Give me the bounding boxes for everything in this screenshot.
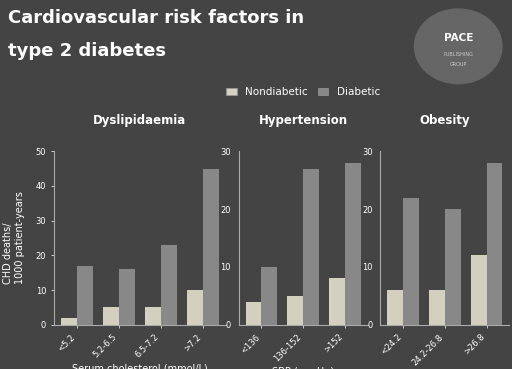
Bar: [262, 267, 278, 325]
Bar: [77, 266, 93, 325]
Bar: [471, 255, 486, 325]
Text: GROUP: GROUP: [450, 62, 467, 67]
Bar: [145, 307, 161, 325]
Bar: [246, 301, 262, 325]
Bar: [345, 163, 360, 325]
Bar: [486, 163, 502, 325]
Title: Dyslipidaemia: Dyslipidaemia: [93, 114, 186, 127]
Bar: [403, 197, 419, 325]
Text: CHD deaths/
1000 patient-years: CHD deaths/ 1000 patient-years: [3, 192, 25, 284]
Bar: [429, 290, 445, 325]
Bar: [303, 169, 319, 325]
Text: type 2 diabetes: type 2 diabetes: [8, 42, 166, 61]
Bar: [329, 279, 345, 325]
Text: PACE: PACE: [443, 33, 473, 43]
Legend: Nondiabetic, Diabetic: Nondiabetic, Diabetic: [226, 87, 380, 97]
X-axis label: Serum cholesterol (mmol/L): Serum cholesterol (mmol/L): [72, 364, 208, 369]
X-axis label: SBP (mmHg): SBP (mmHg): [272, 368, 334, 369]
Title: Hypertension: Hypertension: [259, 114, 348, 127]
Bar: [187, 290, 203, 325]
Bar: [119, 269, 135, 325]
Title: Obesity: Obesity: [420, 114, 470, 127]
Text: Cardiovascular risk factors in: Cardiovascular risk factors in: [8, 9, 304, 27]
Bar: [103, 307, 119, 325]
Text: PUBLISHING: PUBLISHING: [443, 52, 473, 57]
Bar: [203, 169, 219, 325]
Bar: [388, 290, 403, 325]
Ellipse shape: [414, 9, 502, 84]
Bar: [61, 318, 77, 325]
Bar: [287, 296, 303, 325]
Bar: [445, 209, 461, 325]
Bar: [161, 245, 177, 325]
